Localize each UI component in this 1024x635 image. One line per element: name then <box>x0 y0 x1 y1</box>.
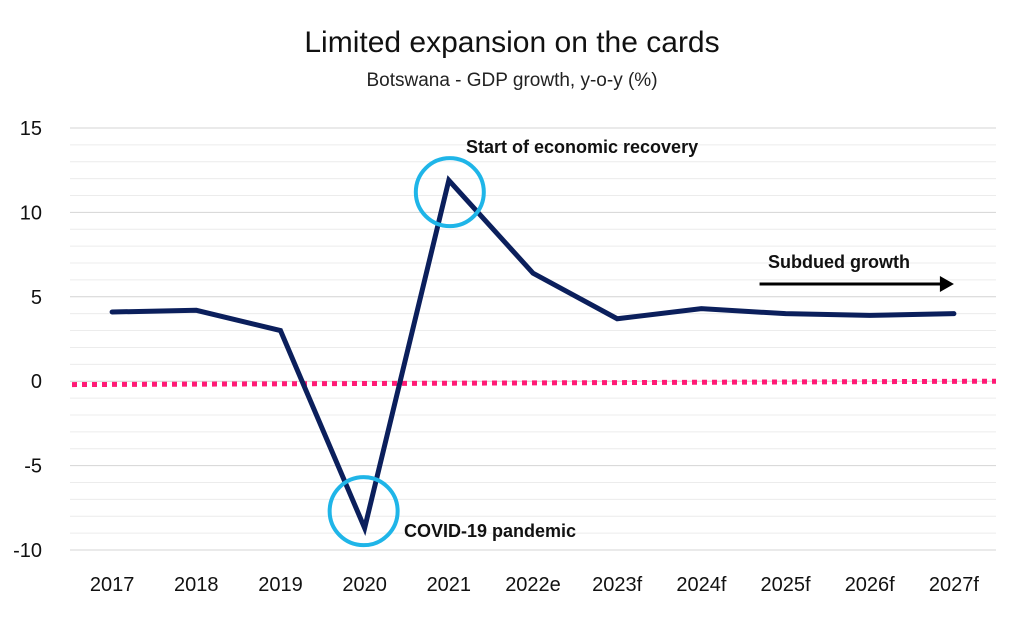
recovery-annotation: Start of economic recovery <box>466 137 698 157</box>
y-tick-label: 10 <box>20 202 42 224</box>
subdued-growth-annotation: Subdued growth <box>768 252 910 272</box>
chart-subtitle: Botswana - GDP growth, y-o-y (%) <box>366 70 657 91</box>
x-tick-label: 2024f <box>676 574 726 596</box>
y-tick-label: 0 <box>31 371 42 393</box>
annotations: Start of economic recovery COVID-19 pande… <box>327 137 954 548</box>
covid-highlight-circle <box>327 475 400 548</box>
x-tick-label: 2025f <box>761 574 811 596</box>
chart-title: Limited expansion on the cards <box>304 26 719 59</box>
x-tick-label: 2017 <box>90 574 135 596</box>
x-tick-label: 2018 <box>174 574 219 596</box>
y-tick-label: -5 <box>24 456 42 478</box>
x-tick-label: 2023f <box>592 574 642 596</box>
zero-reference-dotted-line <box>71 378 997 388</box>
x-axis-ticks: 2017 2018 2019 2020 2021 2022e 2023f 2024f 2025f… <box>90 574 980 596</box>
y-tick-label: -10 <box>13 540 42 562</box>
y-tick-label: 5 <box>31 287 42 309</box>
y-axis-ticks: -10 -5 0 5 10 15 <box>13 118 42 562</box>
x-tick-label: 2020 <box>342 574 387 596</box>
covid-annotation: COVID-19 pandemic <box>404 521 576 541</box>
recovery-highlight-circle <box>413 156 486 229</box>
x-tick-label: 2027f <box>929 574 979 596</box>
zero-reference-line <box>71 378 997 388</box>
x-tick-label: 2021 <box>427 574 472 596</box>
x-tick-label: 2022e <box>505 574 561 596</box>
subdued-growth-arrow-head <box>939 276 954 292</box>
x-tick-label: 2026f <box>845 574 895 596</box>
gdp-growth-line <box>109 175 957 536</box>
x-tick-label: 2019 <box>258 574 303 596</box>
gridlines <box>70 127 996 551</box>
gdp-series <box>109 175 957 536</box>
y-tick-label: 15 <box>20 118 42 140</box>
